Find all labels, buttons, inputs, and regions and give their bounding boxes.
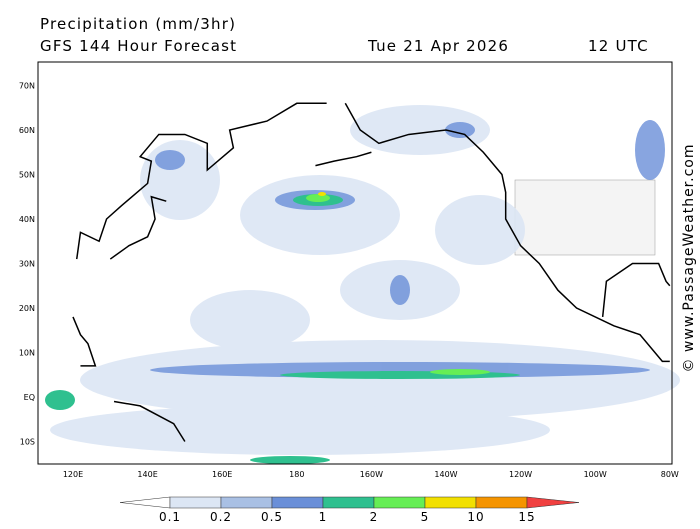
- coast-segment: [601, 262, 671, 317]
- coastline: [72, 102, 671, 442]
- legend-swatch: [271, 496, 324, 509]
- lon-label: 100W: [584, 470, 607, 479]
- legend-label: 0.5: [261, 510, 283, 524]
- lat-label: 50N: [19, 171, 35, 180]
- title: Precipitation (mm/3hr): [40, 15, 236, 33]
- map-frame: [37, 61, 673, 465]
- legend-swatch: [475, 496, 528, 509]
- lon-label: 120E: [63, 470, 83, 479]
- coast-segment: [315, 151, 372, 167]
- legend-swatch: [373, 496, 426, 509]
- lon-label: 160E: [212, 470, 232, 479]
- lat-label: 10S: [20, 438, 35, 447]
- map: 70N 60N 50N 40N 30N 20N 10N EQ 10S 120E 140E 160E 18…: [19, 61, 680, 479]
- lat-label: 40N: [19, 215, 35, 224]
- legend-label: 0.2: [210, 510, 232, 524]
- lon-label: 140W: [434, 470, 457, 479]
- lat-label: 30N: [19, 260, 35, 269]
- time: 12 UTC: [588, 37, 649, 55]
- precip-light: [50, 105, 680, 455]
- legend-swatch: [424, 496, 477, 509]
- precip-peak: [318, 192, 326, 196]
- lat-label: EQ: [24, 393, 35, 402]
- lat-label: 60N: [19, 126, 35, 135]
- lon-label: 120W: [509, 470, 532, 479]
- lat-label: 70N: [19, 82, 35, 91]
- legend-label: 2: [370, 510, 379, 524]
- lon-label: 180: [289, 470, 304, 479]
- coast-segment: [344, 102, 670, 363]
- coast-segment: [72, 316, 97, 367]
- legend-swatch: [322, 496, 375, 509]
- legend-label: 10: [467, 510, 484, 524]
- legend-swatch: [220, 496, 273, 509]
- precip-intense: [306, 194, 490, 375]
- lon-label: 80W: [661, 470, 679, 479]
- lon-label: 160W: [360, 470, 383, 479]
- legend-label: 1: [319, 510, 328, 524]
- coast-segment: [75, 102, 327, 260]
- date: Tue 21 Apr 2026: [367, 37, 509, 55]
- legend-swatch: [526, 496, 580, 509]
- us-states: [514, 179, 656, 256]
- lat-label: 20N: [19, 304, 35, 313]
- coast-segment: [109, 195, 167, 260]
- legend-label: 0.1: [159, 510, 181, 524]
- precip-medium: [150, 120, 665, 378]
- legend-swatch: [169, 496, 222, 509]
- coast-segment: [113, 400, 186, 442]
- lat-label: 10N: [19, 349, 35, 358]
- legend-label: 15: [518, 510, 535, 524]
- lon-label: 140E: [137, 470, 157, 479]
- legend: 0.1 0.2 0.5 1 2 5 10 15: [119, 496, 580, 524]
- legend-label: 5: [421, 510, 430, 524]
- watermark: © www.PassageWeather.com: [681, 143, 697, 372]
- forecast: GFS 144 Hour Forecast: [40, 37, 237, 55]
